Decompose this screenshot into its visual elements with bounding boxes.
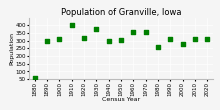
Point	[45, 40, 49, 42]
Point	[156, 46, 160, 48]
Point	[107, 40, 110, 42]
Point	[132, 31, 135, 33]
Point	[181, 43, 184, 45]
Point	[193, 38, 197, 40]
Y-axis label: Population: Population	[9, 32, 14, 65]
Point	[119, 39, 123, 41]
Point	[82, 37, 86, 39]
Point	[169, 38, 172, 40]
Title: Population of Granville, Iowa: Population of Granville, Iowa	[61, 8, 181, 17]
Point	[205, 38, 209, 40]
Point	[144, 31, 147, 33]
Point	[33, 77, 37, 79]
Point	[58, 38, 61, 40]
Point	[70, 24, 73, 26]
X-axis label: Census Year: Census Year	[102, 97, 140, 102]
Point	[95, 28, 98, 30]
